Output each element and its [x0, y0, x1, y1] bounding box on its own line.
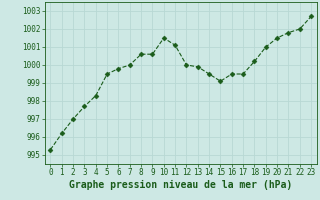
X-axis label: Graphe pression niveau de la mer (hPa): Graphe pression niveau de la mer (hPa) [69, 180, 292, 190]
